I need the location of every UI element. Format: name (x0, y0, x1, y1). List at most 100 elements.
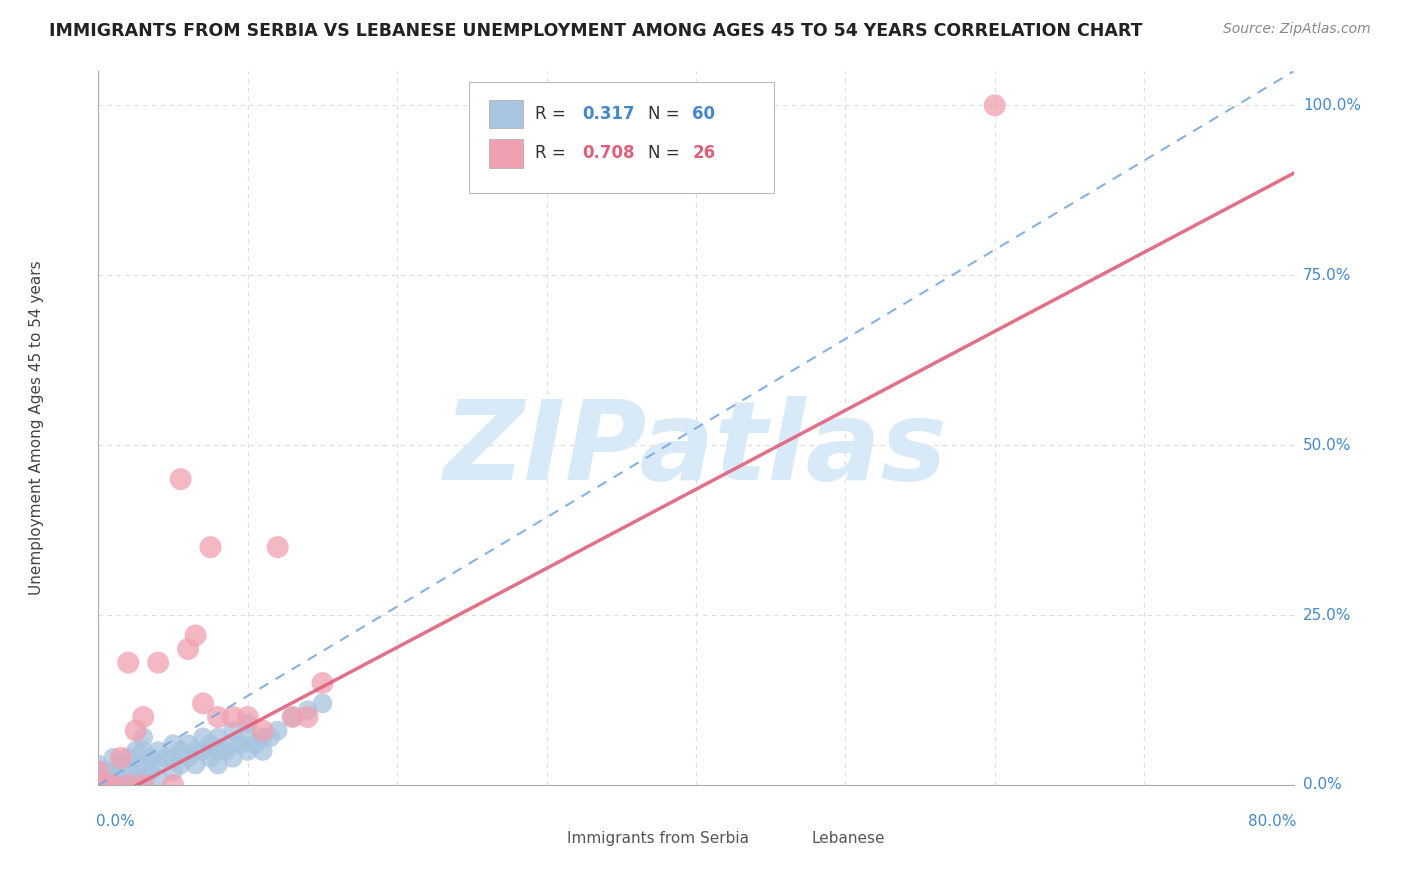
Point (191, 731, 214, 745)
Point (132, 778, 155, 792)
Point (184, 757, 207, 772)
FancyBboxPatch shape (489, 100, 523, 128)
Point (984, 98, 1007, 112)
Text: 0.0%: 0.0% (1303, 778, 1341, 792)
Point (117, 751, 139, 765)
Point (162, 764, 184, 779)
Point (148, 744, 170, 758)
Point (87, 764, 110, 779)
Point (87, 771, 110, 785)
Point (236, 710, 259, 724)
Point (125, 757, 148, 772)
Text: Unemployment Among Ages 45 to 54 years: Unemployment Among Ages 45 to 54 years (28, 260, 44, 596)
Point (236, 716, 259, 731)
Point (177, 751, 200, 765)
Point (132, 744, 155, 758)
Point (117, 778, 139, 792)
FancyBboxPatch shape (470, 82, 773, 193)
Point (259, 731, 281, 745)
Point (191, 697, 214, 711)
Point (169, 744, 191, 758)
Point (94, 764, 117, 779)
Text: 100.0%: 100.0% (1303, 98, 1361, 113)
Point (117, 778, 139, 792)
Point (139, 751, 162, 765)
Text: R =: R = (534, 145, 571, 162)
Point (311, 697, 333, 711)
Point (252, 744, 274, 758)
Point (222, 710, 245, 724)
Point (103, 751, 125, 765)
Point (236, 731, 259, 745)
Point (132, 710, 155, 724)
Text: Immigrants from Serbia: Immigrants from Serbia (567, 831, 749, 846)
FancyBboxPatch shape (773, 828, 804, 849)
Point (252, 731, 274, 745)
Text: Lebanese: Lebanese (811, 831, 886, 846)
Point (162, 737, 184, 751)
Point (103, 771, 125, 785)
Point (281, 710, 304, 724)
Point (229, 737, 252, 751)
Point (200, 540, 222, 554)
Point (207, 731, 229, 745)
Point (162, 751, 184, 765)
Point (110, 771, 132, 785)
Text: 0.0%: 0.0% (96, 814, 135, 829)
Point (267, 723, 290, 738)
Point (214, 744, 236, 758)
FancyBboxPatch shape (529, 828, 558, 849)
Point (87, 778, 110, 792)
Point (103, 778, 125, 792)
Point (222, 737, 245, 751)
Point (177, 737, 200, 751)
Point (117, 764, 139, 779)
Point (200, 737, 222, 751)
Point (162, 778, 184, 792)
Point (222, 751, 245, 765)
Point (252, 723, 274, 738)
Text: N =: N = (648, 145, 685, 162)
Text: 80.0%: 80.0% (1247, 814, 1296, 829)
Text: 50.0%: 50.0% (1303, 438, 1351, 452)
Point (155, 751, 177, 765)
Point (148, 656, 170, 670)
Text: 75.0%: 75.0% (1303, 268, 1351, 283)
Point (297, 710, 319, 724)
Point (207, 744, 229, 758)
Point (110, 751, 132, 765)
Text: 26: 26 (692, 145, 716, 162)
Point (117, 656, 139, 670)
Point (311, 676, 333, 690)
Point (148, 757, 170, 772)
Point (207, 710, 229, 724)
Point (103, 778, 125, 792)
Point (184, 628, 207, 642)
Point (94, 778, 117, 792)
Point (200, 751, 222, 765)
Text: N =: N = (648, 105, 685, 123)
Point (94, 778, 117, 792)
Point (207, 757, 229, 772)
Point (245, 737, 267, 751)
Point (281, 710, 304, 724)
Text: Source: ZipAtlas.com: Source: ZipAtlas.com (1223, 22, 1371, 37)
Point (169, 757, 191, 772)
Point (169, 472, 191, 486)
Point (87, 778, 110, 792)
Point (297, 703, 319, 717)
Text: 0.317: 0.317 (582, 105, 636, 123)
Point (125, 744, 148, 758)
Point (148, 771, 170, 785)
Point (132, 771, 155, 785)
Text: 60: 60 (692, 105, 716, 123)
Point (222, 723, 245, 738)
Point (177, 642, 200, 657)
Point (132, 731, 155, 745)
Point (139, 764, 162, 779)
Text: ZIPatlas: ZIPatlas (444, 396, 948, 503)
Point (103, 764, 125, 779)
Point (184, 744, 207, 758)
Point (132, 778, 155, 792)
Text: 0.708: 0.708 (582, 145, 636, 162)
